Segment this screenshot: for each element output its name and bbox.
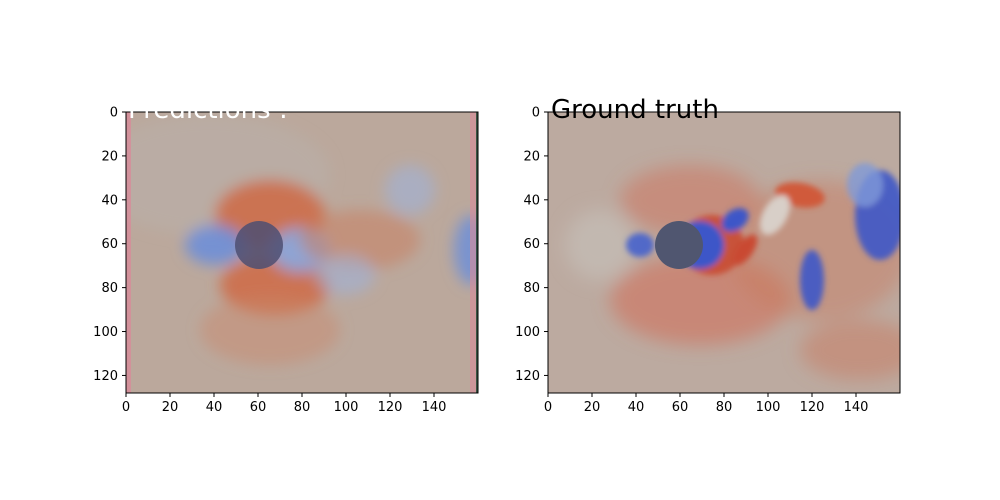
ground-truth-obstacle <box>655 221 703 269</box>
ground-truth-x-tick-label: 80 <box>716 400 733 415</box>
predictions-title: Predictions : <box>128 95 288 125</box>
ground-truth-y-tick-label: 100 <box>515 325 540 340</box>
ground-truth-x-tick-label: 140 <box>844 400 869 415</box>
predictions-axis-ticks: 0 20 40 60 80 100 120 140 0 20 40 60 80 100 120 <box>93 106 446 416</box>
predictions-x-tick-label: 60 <box>250 400 267 415</box>
predictions-x-tick-label: 0 <box>122 400 130 415</box>
ground-truth-panel: 0 20 40 60 80 100 120 140 0 20 40 60 80 100 120 Ground… <box>515 95 901 416</box>
ground-truth-heatmap <box>548 112 900 393</box>
ground-truth-x-tick-label: 120 <box>800 400 825 415</box>
predictions-y-tick-label: 120 <box>93 369 118 384</box>
ground-truth-y-tick-label: 60 <box>523 237 540 252</box>
predictions-x-tick-label: 20 <box>162 400 179 415</box>
ground-truth-y-tick-label: 80 <box>523 281 540 296</box>
ground-truth-x-tick-label: 60 <box>672 400 689 415</box>
ground-truth-axis-ticks: 0 20 40 60 80 100 120 140 0 20 40 60 80 100 120 <box>515 106 868 416</box>
ground-truth-x-tick-label: 40 <box>628 400 645 415</box>
predictions-y-tick-label: 0 <box>110 106 118 121</box>
ground-truth-y-tick-label: 120 <box>515 369 540 384</box>
predictions-y-tick-label: 60 <box>101 237 118 252</box>
ground-truth-x-tick-label: 100 <box>756 400 781 415</box>
predictions-heatmap <box>126 112 478 393</box>
predictions-obstacle <box>235 221 283 269</box>
predictions-x-tick-label: 140 <box>422 400 447 415</box>
predictions-panel: 0 20 40 60 80 100 120 140 0 20 40 60 80 100 120 Predic… <box>93 95 479 416</box>
predictions-y-tick-label: 80 <box>101 281 118 296</box>
predictions-x-tick-label: 120 <box>378 400 403 415</box>
predictions-y-tick-label: 20 <box>101 149 118 164</box>
predictions-x-tick-label: 100 <box>334 400 359 415</box>
predictions-y-tick-label: 100 <box>93 325 118 340</box>
ground-truth-y-tick-label: 0 <box>532 106 540 121</box>
predictions-x-tick-label: 40 <box>206 400 223 415</box>
ground-truth-y-tick-label: 40 <box>523 193 540 208</box>
predictions-x-tick-label: 80 <box>294 400 311 415</box>
ground-truth-x-tick-label: 20 <box>584 400 601 415</box>
ground-truth-x-tick-label: 0 <box>544 400 552 415</box>
predictions-y-tick-label: 40 <box>101 193 118 208</box>
ground-truth-title: Ground truth <box>551 95 719 125</box>
ground-truth-y-tick-label: 20 <box>523 149 540 164</box>
